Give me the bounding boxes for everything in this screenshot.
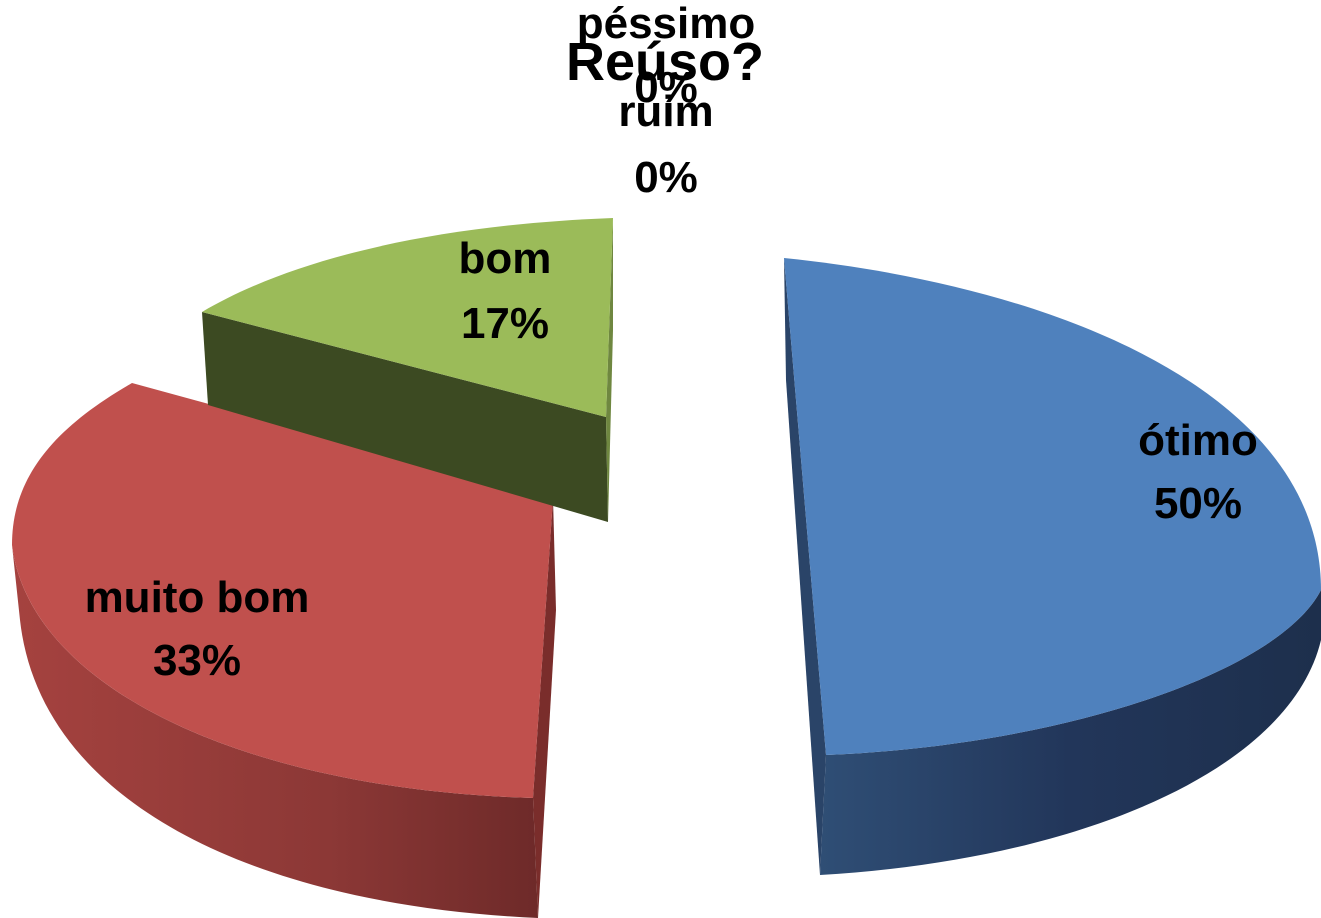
slice-otimo-top	[784, 258, 1321, 755]
slice-bom-side	[202, 312, 608, 522]
slice-otimo-edge	[784, 258, 826, 875]
slice-value-pessimo: 0%	[634, 63, 698, 112]
slice-value-bom: 17%	[461, 299, 549, 348]
slice-muito-bom	[12, 383, 556, 918]
slice-otimo-side	[820, 590, 1321, 875]
slice-label-bom: bom	[459, 234, 552, 283]
slice-otimo	[784, 258, 1321, 875]
chart-title: Reúso?	[566, 32, 764, 92]
slice-label-pessimo: péssimo	[577, 0, 756, 48]
slice-label-otimo: ótimo	[1138, 416, 1258, 465]
slice-value-ruim: 0%	[634, 153, 698, 202]
slice-bom-edge	[606, 218, 613, 522]
slice-bom-top	[202, 218, 613, 417]
slice-bom	[202, 218, 613, 522]
slice-muito-bom-side	[12, 545, 538, 918]
slice-label-ruim: ruim	[618, 87, 713, 136]
slice-value-muito-bom: 33%	[153, 636, 241, 685]
slice-muito-bom-edge	[533, 498, 556, 918]
slice-muito-bom-top	[12, 383, 553, 798]
slice-value-otimo: 50%	[1154, 479, 1242, 528]
slice-label-muito-bom: muito bom	[85, 573, 310, 622]
